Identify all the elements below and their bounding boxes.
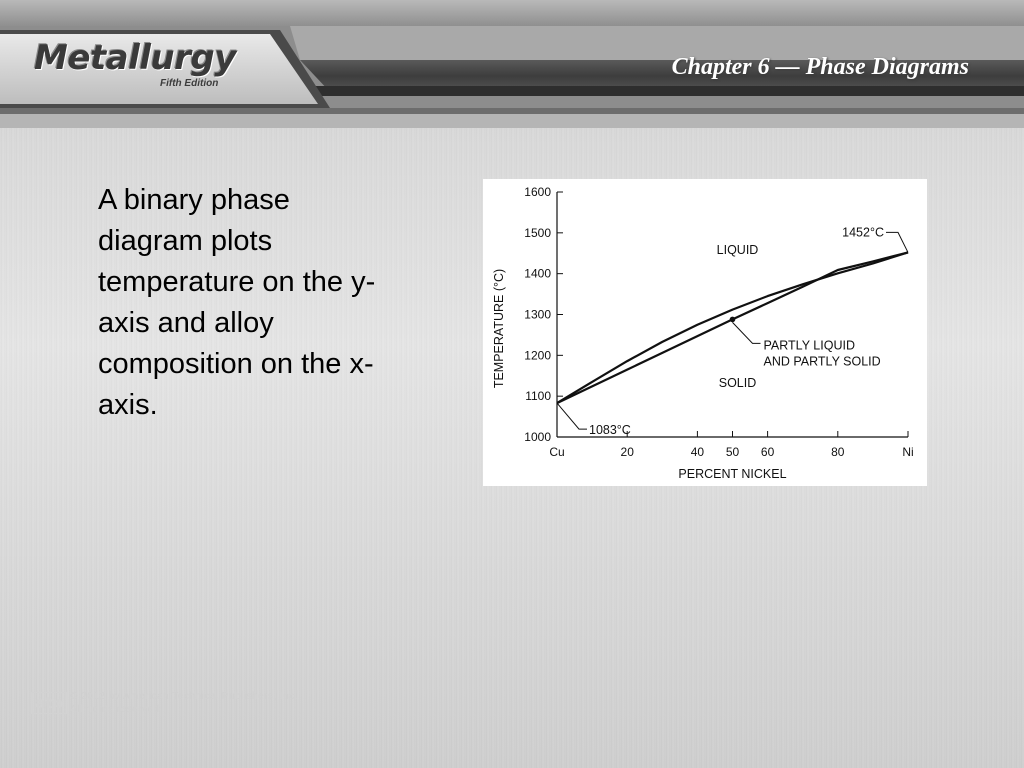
x-axis-label: PERCENT NICKEL bbox=[678, 467, 786, 481]
y-tick-label: 1200 bbox=[524, 348, 551, 362]
publisher-logo: atp bbox=[31, 692, 68, 714]
x-tick-label: 20 bbox=[621, 445, 635, 459]
x-tick-label: 50 bbox=[726, 445, 740, 459]
cu-melt-label: 1083°C bbox=[589, 423, 631, 437]
phase-diagram-chart: 1000 1100 1200 1300 1400 1500 1600 Cu 20 40 50 60 80… bbox=[492, 185, 914, 481]
x-tick-label: 60 bbox=[761, 445, 775, 459]
data-point bbox=[729, 316, 736, 323]
chapter-title: Chapter 6 — Phase Diagrams bbox=[671, 54, 969, 80]
x-tick-label: 80 bbox=[831, 445, 845, 459]
slide-body-text: A binary phase diagram plots temperature… bbox=[98, 184, 376, 421]
phase-diagram-figure: 1000 1100 1200 1300 1400 1500 1600 Cu 20 40 50 60 80… bbox=[483, 179, 927, 486]
slide-header: Metallurgy Fifth Edition Chapter 6 — Pha… bbox=[0, 0, 1024, 128]
y-tick-label: 1500 bbox=[524, 226, 551, 240]
mushy-zone-label-line2: AND PARTLY SOLID bbox=[764, 354, 881, 368]
ni-melt-leader bbox=[886, 231, 909, 253]
mushy-zone-leader bbox=[732, 322, 761, 344]
copyright-line-1: © 2012 by American Technical Publishers,… bbox=[70, 691, 299, 702]
region-label-solid: SOLID bbox=[719, 376, 757, 390]
x-tick-label: 40 bbox=[691, 445, 705, 459]
region-label-liquid: LIQUID bbox=[717, 243, 759, 257]
ni-melt-label: 1452°C bbox=[842, 225, 884, 239]
copyright-line-2: All rights reserved bbox=[70, 704, 160, 715]
mushy-zone-label-line1: PARTLY LIQUID bbox=[764, 338, 855, 352]
cu-melt-leader bbox=[556, 402, 587, 430]
brand-logo-text: Metallurgy bbox=[34, 38, 236, 78]
x-tick-label: Ni bbox=[902, 445, 913, 459]
header-banner-graphic bbox=[0, 0, 1024, 128]
liquidus-curve bbox=[556, 251, 909, 405]
y-tick-label: 1400 bbox=[524, 267, 551, 281]
y-tick-label: 1300 bbox=[524, 308, 551, 322]
y-axis-label: TEMPERATURE (°C) bbox=[492, 269, 506, 388]
x-tick-label: Cu bbox=[549, 445, 564, 459]
y-tick-label: 1000 bbox=[524, 430, 551, 444]
edition-label: Fifth Edition bbox=[160, 78, 219, 89]
y-tick-label: 1100 bbox=[525, 389, 551, 403]
y-tick-label: 1600 bbox=[524, 185, 551, 199]
copyright-notice: © 2012 by American Technical Publishers,… bbox=[70, 690, 298, 716]
